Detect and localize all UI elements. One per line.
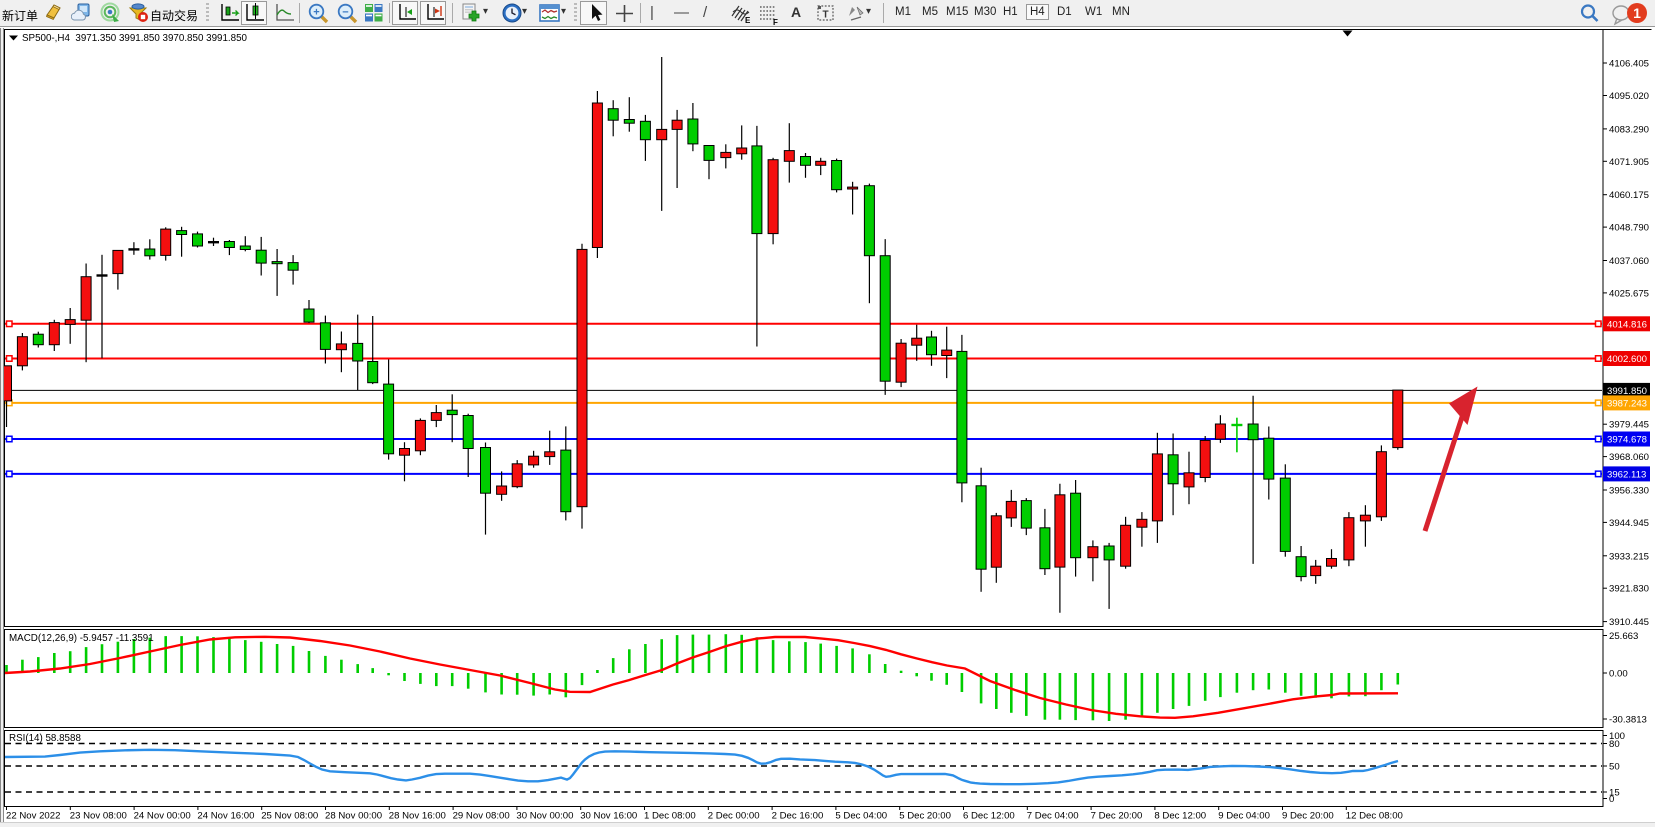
- svg-text:30 Nov 00:00: 30 Nov 00:00: [516, 811, 573, 822]
- svg-text:4071.905: 4071.905: [1609, 157, 1649, 168]
- svg-text:4002.600: 4002.600: [1607, 354, 1647, 365]
- svg-text:29 Nov 08:00: 29 Nov 08:00: [453, 811, 510, 822]
- svg-text:7 Dec 04:00: 7 Dec 04:00: [1027, 811, 1079, 822]
- svg-text:1 Dec 08:00: 1 Dec 08:00: [644, 811, 696, 822]
- svg-text:3962.113: 3962.113: [1607, 469, 1646, 480]
- svg-text:4106.405: 4106.405: [1609, 59, 1649, 70]
- svg-text:15: 15: [1609, 788, 1620, 799]
- svg-text:6 Dec 12:00: 6 Dec 12:00: [963, 811, 1015, 822]
- svg-text:22 Nov 2022: 22 Nov 2022: [6, 811, 60, 822]
- svg-text:SP500-,H4 3971.350 3991.850 3: SP500-,H4 3971.350 3991.850 3970.850 399…: [22, 33, 248, 44]
- svg-text:4014.816: 4014.816: [1607, 319, 1647, 330]
- svg-text:3974.678: 3974.678: [1607, 435, 1647, 446]
- svg-text:80: 80: [1609, 739, 1620, 750]
- svg-text:F: F: [773, 18, 778, 26]
- svg-text:1: 1: [1633, 5, 1641, 21]
- svg-text:MACD(12,26,9) -5.9457 -11.3591: MACD(12,26,9) -5.9457 -11.3591: [9, 633, 154, 644]
- svg-text:-30.3813: -30.3813: [1609, 715, 1647, 726]
- svg-text:−: −: [342, 6, 348, 18]
- svg-text:30 Nov 16:00: 30 Nov 16:00: [580, 811, 637, 822]
- svg-text:4025.675: 4025.675: [1609, 288, 1649, 299]
- svg-text:3910.445: 3910.445: [1609, 617, 1649, 628]
- svg-text:+: +: [313, 6, 319, 18]
- svg-text:3979.445: 3979.445: [1609, 420, 1649, 431]
- svg-text:4037.060: 4037.060: [1609, 256, 1649, 267]
- svg-text:3944.945: 3944.945: [1609, 518, 1649, 529]
- svg-text:100: 100: [1609, 731, 1625, 742]
- svg-text:28 Nov 16:00: 28 Nov 16:00: [389, 811, 446, 822]
- svg-text:2 Dec 16:00: 2 Dec 16:00: [772, 811, 824, 822]
- svg-text:0: 0: [1609, 794, 1614, 805]
- svg-text:23 Nov 08:00: 23 Nov 08:00: [70, 811, 127, 822]
- svg-text:9 Dec 04:00: 9 Dec 04:00: [1218, 811, 1270, 822]
- svg-text:RSI(14) 58.8588: RSI(14) 58.8588: [9, 733, 81, 744]
- svg-text:E: E: [745, 16, 751, 25]
- svg-text:T: T: [822, 10, 828, 21]
- svg-text:5 Dec 20:00: 5 Dec 20:00: [899, 811, 951, 822]
- svg-text:4060.175: 4060.175: [1609, 190, 1649, 201]
- svg-text:3991.850: 3991.850: [1607, 386, 1647, 397]
- svg-text:24 Nov 00:00: 24 Nov 00:00: [134, 811, 191, 822]
- svg-text:25.663: 25.663: [1609, 631, 1638, 642]
- svg-text:3987.243: 3987.243: [1607, 398, 1647, 409]
- svg-text:9 Dec 20:00: 9 Dec 20:00: [1282, 811, 1334, 822]
- svg-text:2 Dec 00:00: 2 Dec 00:00: [708, 811, 760, 822]
- svg-text:3956.330: 3956.330: [1609, 486, 1649, 497]
- svg-text:4048.790: 4048.790: [1609, 223, 1649, 234]
- svg-text:3968.060: 3968.060: [1609, 452, 1649, 463]
- svg-text:4083.290: 4083.290: [1609, 124, 1649, 135]
- svg-text:7 Dec 20:00: 7 Dec 20:00: [1091, 811, 1143, 822]
- svg-text:0.00: 0.00: [1609, 669, 1628, 680]
- svg-text:4095.020: 4095.020: [1609, 91, 1649, 102]
- svg-text:28 Nov 00:00: 28 Nov 00:00: [325, 811, 382, 822]
- svg-text:3921.830: 3921.830: [1609, 584, 1649, 595]
- svg-text:12 Dec 08:00: 12 Dec 08:00: [1346, 811, 1403, 822]
- svg-text:50: 50: [1609, 762, 1620, 773]
- svg-text:8 Dec 12:00: 8 Dec 12:00: [1154, 811, 1206, 822]
- svg-text:3933.215: 3933.215: [1609, 551, 1649, 562]
- svg-text:25 Nov 08:00: 25 Nov 08:00: [261, 811, 318, 822]
- svg-text:5 Dec 04:00: 5 Dec 04:00: [835, 811, 887, 822]
- svg-text:24 Nov 16:00: 24 Nov 16:00: [197, 811, 254, 822]
